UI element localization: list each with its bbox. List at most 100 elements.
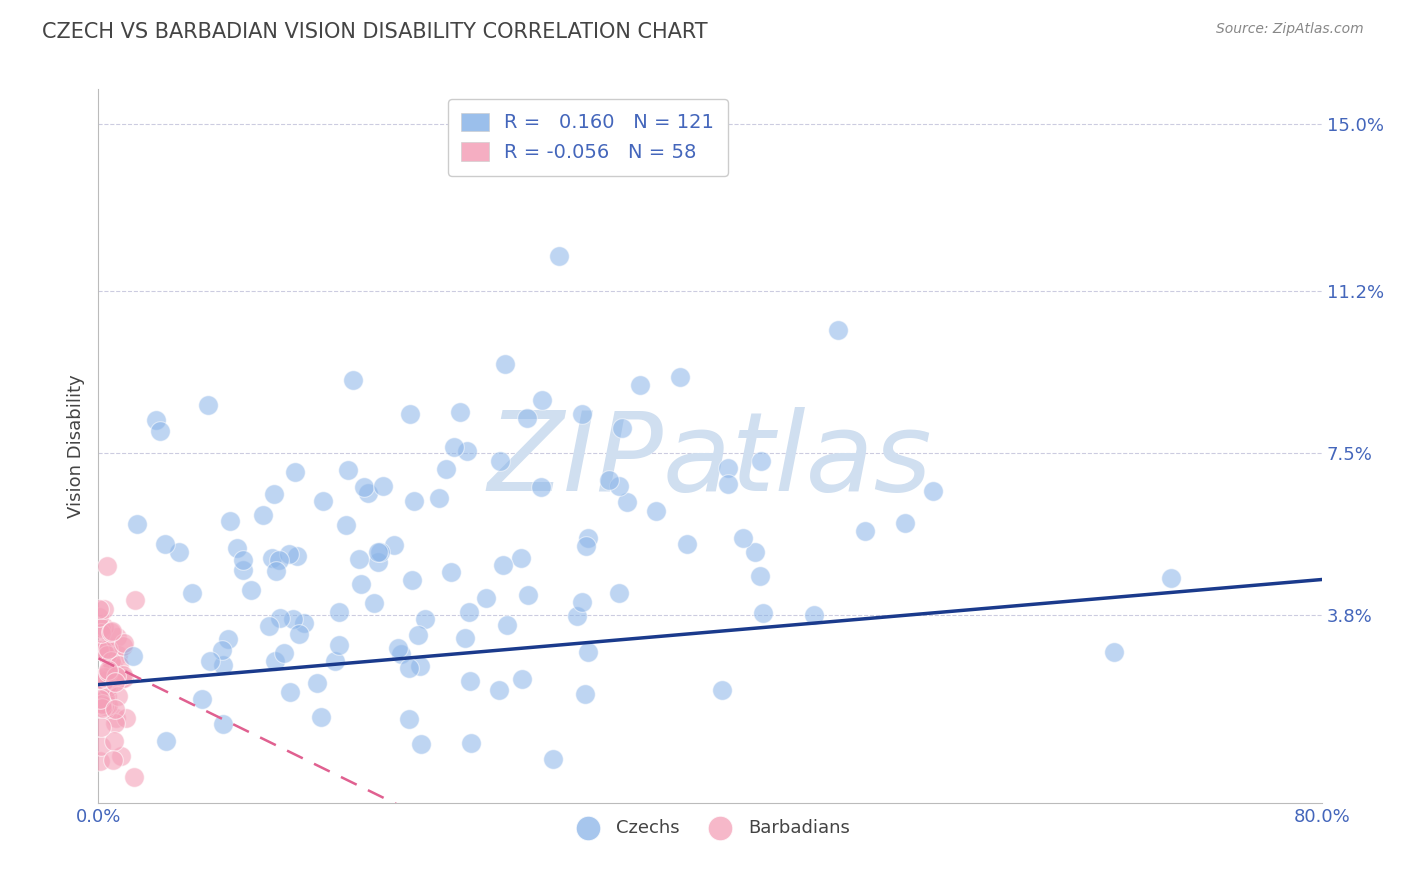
Point bbox=[530, 480, 553, 494]
Point bbox=[731, 531, 754, 545]
Point bbox=[644, 504, 666, 518]
Point bbox=[492, 558, 515, 573]
Point bbox=[93, 673, 115, 688]
Point bbox=[434, 462, 457, 476]
Point bbox=[676, 537, 699, 551]
Point bbox=[93, 670, 115, 684]
Point bbox=[278, 685, 301, 699]
Point bbox=[125, 517, 148, 532]
Point bbox=[281, 611, 304, 625]
Point bbox=[100, 654, 122, 668]
Point bbox=[97, 680, 120, 694]
Point bbox=[273, 646, 295, 660]
Point bbox=[94, 699, 117, 714]
Point bbox=[853, 524, 876, 538]
Point bbox=[371, 479, 394, 493]
Point bbox=[409, 737, 432, 751]
Point bbox=[93, 691, 115, 706]
Point bbox=[607, 479, 630, 493]
Point bbox=[89, 609, 111, 624]
Point bbox=[104, 674, 127, 689]
Point bbox=[1102, 645, 1125, 659]
Point bbox=[616, 495, 638, 509]
Point bbox=[328, 638, 350, 652]
Point bbox=[180, 586, 202, 600]
Point bbox=[669, 369, 692, 384]
Point bbox=[449, 405, 471, 419]
Point bbox=[353, 480, 375, 494]
Point bbox=[443, 440, 465, 454]
Legend: Czechs, Barbadians: Czechs, Barbadians bbox=[562, 812, 858, 844]
Point bbox=[488, 454, 510, 468]
Point bbox=[149, 424, 172, 438]
Point bbox=[122, 648, 145, 663]
Point bbox=[104, 701, 127, 715]
Point bbox=[284, 465, 307, 479]
Point bbox=[104, 711, 127, 725]
Point bbox=[474, 591, 496, 606]
Point bbox=[263, 487, 285, 501]
Point bbox=[103, 733, 125, 747]
Point bbox=[90, 739, 112, 753]
Point bbox=[751, 606, 773, 620]
Point bbox=[292, 616, 315, 631]
Point bbox=[398, 712, 420, 726]
Point bbox=[94, 702, 117, 716]
Point bbox=[101, 754, 124, 768]
Point bbox=[401, 573, 423, 587]
Point bbox=[90, 720, 112, 734]
Point bbox=[409, 658, 432, 673]
Point bbox=[115, 711, 138, 725]
Point bbox=[575, 539, 598, 553]
Point bbox=[576, 645, 599, 659]
Point bbox=[89, 602, 111, 616]
Point bbox=[91, 697, 114, 711]
Point bbox=[894, 516, 917, 531]
Point bbox=[574, 687, 596, 701]
Point bbox=[111, 667, 134, 681]
Point bbox=[100, 624, 122, 638]
Point bbox=[97, 665, 120, 680]
Point bbox=[94, 692, 117, 706]
Point bbox=[488, 682, 510, 697]
Point bbox=[363, 596, 385, 610]
Point bbox=[105, 630, 128, 644]
Point bbox=[100, 625, 122, 640]
Point bbox=[312, 493, 335, 508]
Point bbox=[107, 648, 129, 662]
Point bbox=[496, 618, 519, 632]
Point bbox=[367, 555, 389, 569]
Point bbox=[398, 661, 420, 675]
Point bbox=[232, 552, 254, 566]
Point bbox=[427, 491, 450, 506]
Point bbox=[191, 692, 214, 706]
Point bbox=[264, 654, 287, 668]
Point bbox=[167, 545, 190, 559]
Point bbox=[382, 538, 405, 552]
Point bbox=[211, 643, 233, 657]
Point bbox=[367, 545, 389, 559]
Point bbox=[541, 752, 564, 766]
Point bbox=[710, 683, 733, 698]
Point bbox=[100, 645, 122, 659]
Point bbox=[440, 565, 463, 579]
Point bbox=[153, 537, 176, 551]
Point bbox=[458, 673, 481, 688]
Point bbox=[368, 545, 391, 559]
Point bbox=[1160, 571, 1182, 585]
Point bbox=[748, 569, 770, 583]
Point bbox=[90, 700, 112, 714]
Point bbox=[89, 692, 111, 706]
Point bbox=[413, 612, 436, 626]
Point bbox=[96, 640, 118, 654]
Point bbox=[96, 689, 118, 703]
Point bbox=[112, 639, 135, 653]
Point bbox=[456, 444, 478, 458]
Point bbox=[212, 716, 235, 731]
Point bbox=[89, 754, 111, 768]
Text: ZIPatlas: ZIPatlas bbox=[488, 407, 932, 514]
Point bbox=[155, 734, 177, 748]
Point bbox=[571, 407, 593, 421]
Point bbox=[96, 559, 118, 574]
Point bbox=[90, 621, 112, 635]
